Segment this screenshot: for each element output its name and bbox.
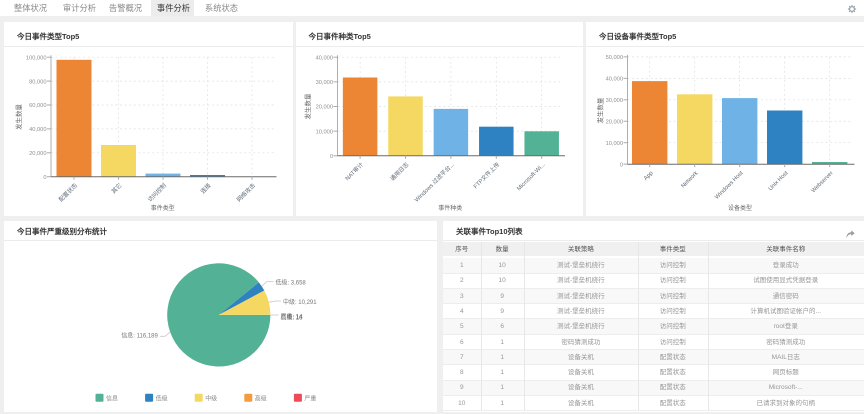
svg-text:20,000: 20,000	[29, 151, 46, 157]
svg-text:50,000: 50,000	[606, 55, 623, 61]
svg-text:事件种类: 事件种类	[438, 204, 462, 212]
svg-text:40,000: 40,000	[606, 76, 623, 82]
svg-text:0: 0	[329, 154, 332, 160]
svg-text:设备类型: 设备类型	[728, 204, 752, 212]
svg-text:Unix Host: Unix Host	[768, 170, 790, 192]
svg-text:连接: 连接	[199, 181, 213, 195]
svg-text:30,000: 30,000	[606, 98, 623, 104]
svg-text:发生数量: 发生数量	[14, 103, 23, 129]
svg-text:信息: 信息	[106, 395, 118, 403]
svg-text:0: 0	[43, 175, 46, 181]
svg-text:发生数量: 发生数量	[596, 97, 605, 123]
svg-text:20,000: 20,000	[315, 104, 332, 110]
svg-text:中级: 中级	[205, 395, 217, 403]
svg-text:通用日志: 通用日志	[388, 160, 410, 182]
svg-text:严重: 严重	[304, 395, 316, 403]
svg-text:发生数量: 发生数量	[302, 93, 311, 119]
svg-text:低级: 低级	[156, 395, 168, 403]
svg-text:20,000: 20,000	[606, 119, 623, 125]
svg-text:Windows Host: Windows Host	[714, 170, 745, 201]
svg-text:高级: 高级	[255, 395, 267, 403]
svg-text:30,000: 30,000	[315, 80, 332, 86]
svg-text:App: App	[643, 170, 655, 182]
svg-text:NAT审计: NAT审计	[343, 160, 365, 182]
svg-text:Windows 过滤平台...: Windows 过滤平台...	[412, 160, 455, 203]
svg-text:100,000: 100,000	[26, 55, 47, 61]
svg-text:40,000: 40,000	[29, 127, 46, 133]
svg-text:高级: 16: 高级: 16	[280, 314, 303, 322]
svg-text:80,000: 80,000	[29, 79, 46, 85]
svg-text:严重: 14: 严重: 14	[280, 313, 303, 321]
svg-text:60,000: 60,000	[29, 103, 46, 109]
svg-text:其它: 其它	[110, 181, 124, 195]
svg-text:10,000: 10,000	[315, 129, 332, 135]
svg-text:FTP文件上传: FTP文件上传	[471, 160, 501, 190]
svg-text:事件类型: 事件类型	[151, 204, 175, 212]
svg-text:配置状态: 配置状态	[57, 181, 79, 203]
svg-text:信息: 116,189: 信息: 116,189	[121, 332, 158, 340]
svg-text:网络攻击: 网络攻击	[235, 181, 257, 203]
svg-text:0: 0	[620, 162, 623, 168]
svg-text:中级: 10,291: 中级: 10,291	[283, 298, 317, 306]
svg-text:10,000: 10,000	[606, 141, 623, 147]
svg-text:访问控制: 访问控制	[146, 181, 168, 203]
svg-text:低级: 3,658: 低级: 3,658	[275, 279, 306, 287]
svg-text:Network: Network	[680, 170, 699, 189]
svg-text:Webserver: Webserver	[811, 170, 835, 194]
svg-text:Microsoft-Wi...: Microsoft-Wi...	[516, 161, 547, 192]
svg-text:40,000: 40,000	[315, 55, 332, 61]
